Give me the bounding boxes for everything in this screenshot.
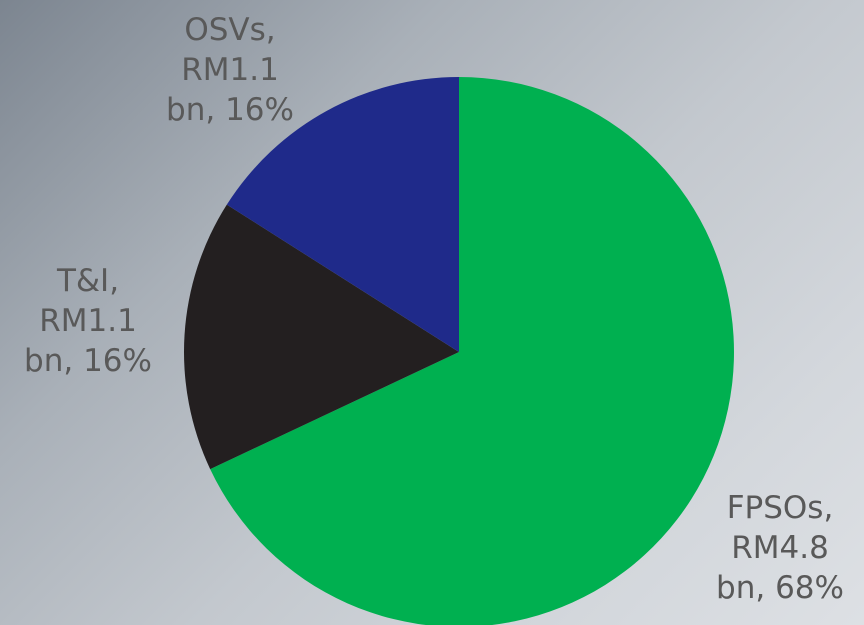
label-osvs-category: OSVs, [184, 12, 276, 48]
data-label-ti: T&I, RM1.1 bn, 16% [8, 261, 168, 381]
label-fpsos-percent: bn, 68% [716, 570, 844, 606]
label-ti-percent: bn, 16% [24, 343, 152, 379]
data-label-osvs: OSVs, RM1.1 bn, 16% [150, 10, 310, 130]
pie-slice-osvs [226, 77, 459, 352]
data-label-fpsos: FPSOs, RM4.8 bn, 68% [700, 488, 860, 608]
label-fpsos-category: FPSOs, [726, 490, 834, 526]
label-osvs-percent: bn, 16% [166, 92, 294, 128]
label-osvs-value: RM1.1 [181, 52, 279, 88]
label-fpsos-value: RM4.8 [731, 530, 829, 566]
pie-slice-ti [183, 204, 460, 470]
label-ti-category: T&I, [56, 263, 120, 299]
pie-slice-fpsos [210, 77, 734, 625]
label-ti-value: RM1.1 [39, 303, 137, 339]
